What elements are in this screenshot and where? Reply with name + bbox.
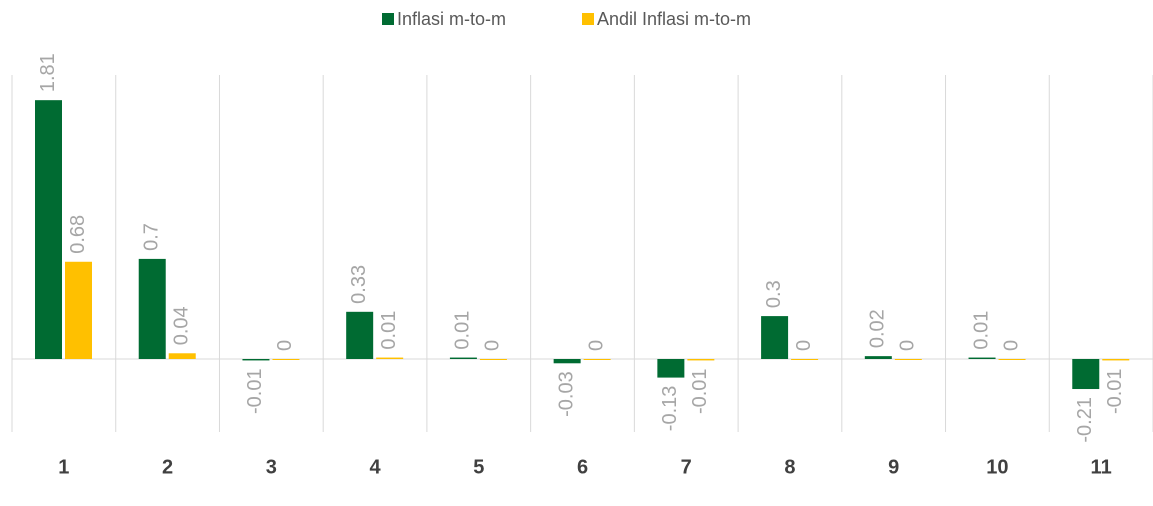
bar xyxy=(791,359,819,360)
x-tick-label: 1 xyxy=(58,456,69,478)
bar xyxy=(1072,359,1100,390)
legend-label: Andil Inflasi m-to-m xyxy=(597,9,751,29)
legend-label: Inflasi m-to-m xyxy=(397,9,506,29)
data-label: 0 xyxy=(274,340,296,351)
x-tick-label: 11 xyxy=(1091,456,1112,478)
legend-swatch xyxy=(382,13,394,25)
data-label: 1.81 xyxy=(37,53,59,92)
data-label: 0.01 xyxy=(452,311,474,350)
bar xyxy=(761,316,789,359)
bar xyxy=(272,359,300,360)
x-tick-label: 7 xyxy=(681,456,692,478)
bar xyxy=(998,359,1026,360)
data-label: 0 xyxy=(897,340,919,351)
data-label: 0 xyxy=(585,340,607,351)
data-label: 0 xyxy=(1000,340,1022,351)
data-label: 0.04 xyxy=(171,306,193,345)
data-label: -0.03 xyxy=(555,371,577,417)
data-label: 0 xyxy=(482,340,504,351)
bar xyxy=(657,359,685,378)
bar xyxy=(583,359,611,360)
x-tick-label: 8 xyxy=(784,456,795,478)
bar xyxy=(479,359,507,360)
x-tick-label: 5 xyxy=(473,456,484,478)
x-tick-label: 4 xyxy=(369,456,381,478)
data-label: 0.3 xyxy=(763,280,785,308)
data-label: 0.01 xyxy=(970,311,992,350)
bar xyxy=(894,359,922,360)
data-label: 0.02 xyxy=(867,309,889,348)
bar xyxy=(168,353,196,359)
data-label: 0.68 xyxy=(67,215,89,254)
x-tick-label: 3 xyxy=(266,456,277,478)
bar xyxy=(864,356,892,359)
data-label: 0.7 xyxy=(141,223,163,251)
data-label: -0.21 xyxy=(1074,397,1096,443)
bar xyxy=(687,359,715,361)
bar xyxy=(449,357,477,359)
data-label: 0 xyxy=(793,340,815,351)
data-label: 0.01 xyxy=(378,311,400,350)
data-label: -0.01 xyxy=(244,368,266,414)
bar xyxy=(553,359,581,364)
bar xyxy=(138,258,166,359)
bar xyxy=(35,100,62,360)
bar xyxy=(376,357,404,359)
bar xyxy=(242,359,270,361)
bar xyxy=(968,357,996,359)
bar xyxy=(346,311,374,359)
data-label: 0.33 xyxy=(348,265,370,304)
x-tick-label: 9 xyxy=(888,456,899,478)
x-tick-label: 6 xyxy=(577,456,588,478)
bar xyxy=(1102,359,1130,361)
data-label: -0.13 xyxy=(659,386,681,432)
data-label: -0.01 xyxy=(1104,368,1126,414)
x-tick-label: 2 xyxy=(162,456,173,478)
data-label: -0.01 xyxy=(689,368,711,414)
legend-swatch xyxy=(582,13,594,25)
x-tick-label: 10 xyxy=(986,456,1008,478)
bar xyxy=(65,261,92,359)
